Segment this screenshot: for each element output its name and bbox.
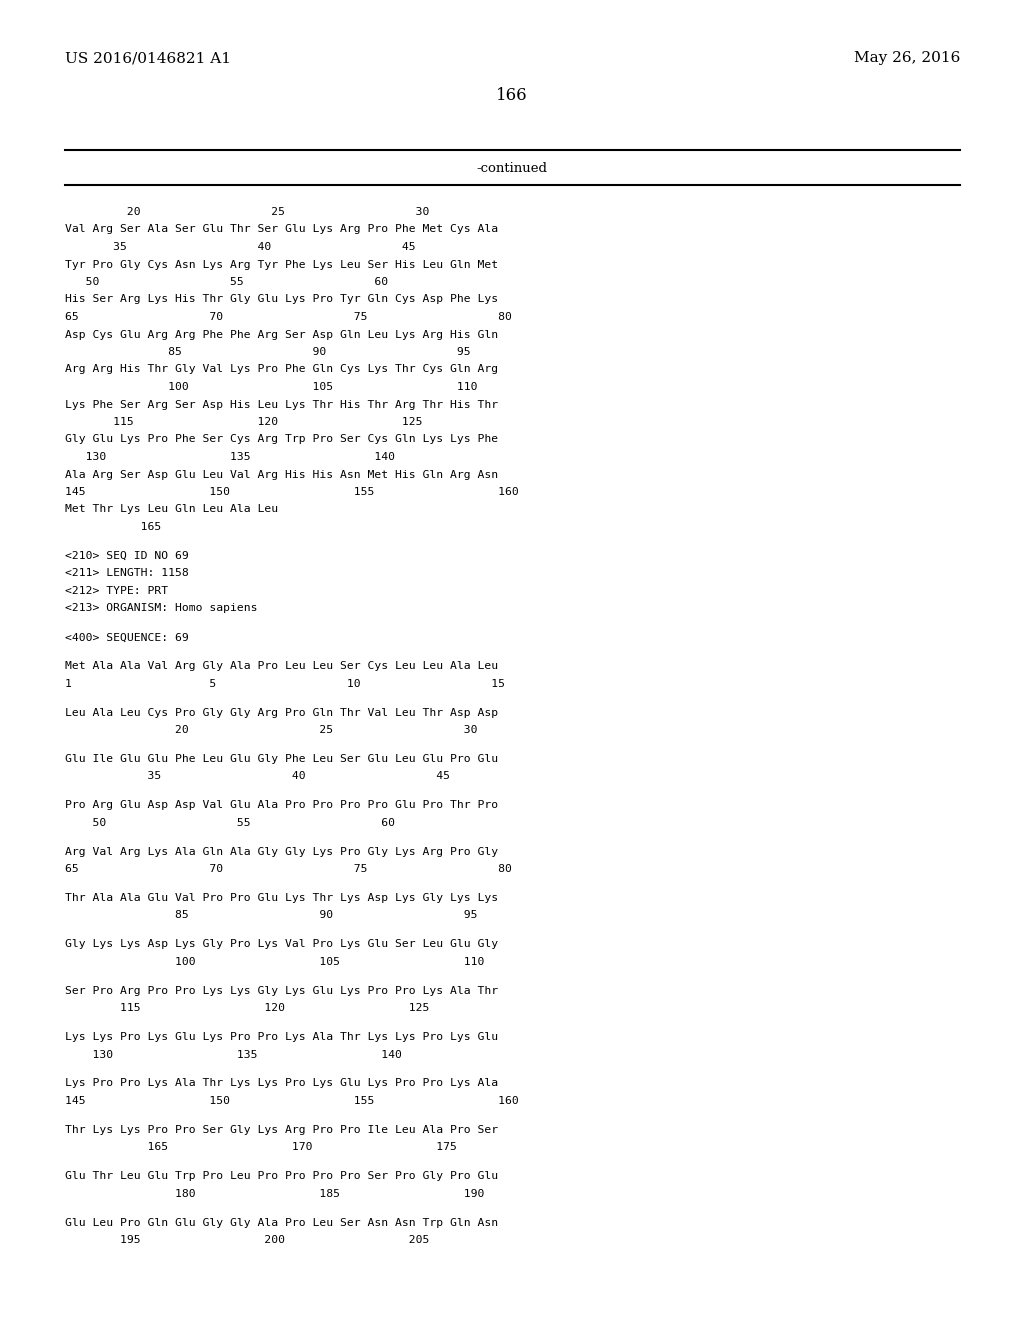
Text: 35                   40                   45: 35 40 45 — [65, 242, 416, 252]
Text: 166: 166 — [497, 87, 527, 103]
Text: 115                  120                  125: 115 120 125 — [65, 417, 423, 426]
Text: Glu Thr Leu Glu Trp Pro Leu Pro Pro Pro Pro Ser Pro Gly Pro Glu: Glu Thr Leu Glu Trp Pro Leu Pro Pro Pro … — [65, 1171, 498, 1181]
Text: Ala Arg Ser Asp Glu Leu Val Arg His His Asn Met His Gln Arg Asn: Ala Arg Ser Asp Glu Leu Val Arg His His … — [65, 470, 498, 479]
Text: 35                   40                   45: 35 40 45 — [65, 771, 450, 781]
Text: Ser Pro Arg Pro Pro Lys Lys Gly Lys Glu Lys Pro Pro Lys Ala Thr: Ser Pro Arg Pro Pro Lys Lys Gly Lys Glu … — [65, 986, 498, 995]
Text: Leu Ala Leu Cys Pro Gly Gly Arg Pro Gln Thr Val Leu Thr Asp Asp: Leu Ala Leu Cys Pro Gly Gly Arg Pro Gln … — [65, 708, 498, 718]
Text: Tyr Pro Gly Cys Asn Lys Arg Tyr Phe Lys Leu Ser His Leu Gln Met: Tyr Pro Gly Cys Asn Lys Arg Tyr Phe Lys … — [65, 260, 498, 269]
Text: Asp Cys Glu Arg Arg Phe Phe Arg Ser Asp Gln Leu Lys Arg His Gln: Asp Cys Glu Arg Arg Phe Phe Arg Ser Asp … — [65, 330, 498, 339]
Text: 130                  135                  140: 130 135 140 — [65, 1049, 401, 1060]
Text: 20                   25                   30: 20 25 30 — [65, 725, 477, 735]
Text: His Ser Arg Lys His Thr Gly Glu Lys Pro Tyr Gln Cys Asp Phe Lys: His Ser Arg Lys His Thr Gly Glu Lys Pro … — [65, 294, 498, 305]
Text: 145                  150                  155                  160: 145 150 155 160 — [65, 487, 519, 498]
Text: 85                   90                   95: 85 90 95 — [65, 347, 471, 356]
Text: Arg Val Arg Lys Ala Gln Ala Gly Gly Lys Pro Gly Lys Arg Pro Gly: Arg Val Arg Lys Ala Gln Ala Gly Gly Lys … — [65, 846, 498, 857]
Text: 100                  105                  110: 100 105 110 — [65, 381, 477, 392]
Text: 165                  170                  175: 165 170 175 — [65, 1142, 457, 1152]
Text: May 26, 2016: May 26, 2016 — [854, 51, 961, 65]
Text: 20                   25                   30: 20 25 30 — [65, 207, 429, 216]
Text: 65                   70                   75                   80: 65 70 75 80 — [65, 865, 512, 874]
Text: Glu Leu Pro Gln Glu Gly Gly Ala Pro Leu Ser Asn Asn Trp Gln Asn: Glu Leu Pro Gln Glu Gly Gly Ala Pro Leu … — [65, 1217, 498, 1228]
Text: 165: 165 — [65, 521, 161, 532]
Text: 130                  135                  140: 130 135 140 — [65, 451, 395, 462]
Text: Met Thr Lys Leu Gln Leu Ala Leu: Met Thr Lys Leu Gln Leu Ala Leu — [65, 504, 279, 515]
Text: Lys Lys Pro Lys Glu Lys Pro Pro Lys Ala Thr Lys Lys Pro Lys Glu: Lys Lys Pro Lys Glu Lys Pro Pro Lys Ala … — [65, 1032, 498, 1041]
Text: <211> LENGTH: 1158: <211> LENGTH: 1158 — [65, 569, 188, 578]
Text: 50                   55                   60: 50 55 60 — [65, 277, 388, 286]
Text: 115                  120                  125: 115 120 125 — [65, 1003, 429, 1014]
Text: 195                  200                  205: 195 200 205 — [65, 1236, 429, 1245]
Text: <400> SEQUENCE: 69: <400> SEQUENCE: 69 — [65, 632, 188, 643]
Text: 50                   55                   60: 50 55 60 — [65, 818, 395, 828]
Text: US 2016/0146821 A1: US 2016/0146821 A1 — [65, 51, 231, 65]
Text: Lys Pro Pro Lys Ala Thr Lys Lys Pro Lys Glu Lys Pro Pro Lys Ala: Lys Pro Pro Lys Ala Thr Lys Lys Pro Lys … — [65, 1078, 498, 1089]
Text: <213> ORGANISM: Homo sapiens: <213> ORGANISM: Homo sapiens — [65, 603, 257, 614]
Text: Val Arg Ser Ala Ser Glu Thr Ser Glu Lys Arg Pro Phe Met Cys Ala: Val Arg Ser Ala Ser Glu Thr Ser Glu Lys … — [65, 224, 498, 235]
Text: Arg Arg His Thr Gly Val Lys Pro Phe Gln Cys Lys Thr Cys Gln Arg: Arg Arg His Thr Gly Val Lys Pro Phe Gln … — [65, 364, 498, 375]
Text: Pro Arg Glu Asp Asp Val Glu Ala Pro Pro Pro Pro Glu Pro Thr Pro: Pro Arg Glu Asp Asp Val Glu Ala Pro Pro … — [65, 800, 498, 810]
Text: 145                  150                  155                  160: 145 150 155 160 — [65, 1096, 519, 1106]
Text: 100                  105                  110: 100 105 110 — [65, 957, 484, 966]
Text: Lys Phe Ser Arg Ser Asp His Leu Lys Thr His Thr Arg Thr His Thr: Lys Phe Ser Arg Ser Asp His Leu Lys Thr … — [65, 400, 498, 409]
Text: 65                   70                   75                   80: 65 70 75 80 — [65, 312, 512, 322]
Text: Met Ala Ala Val Arg Gly Ala Pro Leu Leu Ser Cys Leu Leu Ala Leu: Met Ala Ala Val Arg Gly Ala Pro Leu Leu … — [65, 661, 498, 671]
Text: Glu Ile Glu Glu Phe Leu Glu Gly Phe Leu Ser Glu Leu Glu Pro Glu: Glu Ile Glu Glu Phe Leu Glu Gly Phe Leu … — [65, 754, 498, 764]
Text: <212> TYPE: PRT: <212> TYPE: PRT — [65, 586, 168, 595]
Text: Gly Lys Lys Asp Lys Gly Pro Lys Val Pro Lys Glu Ser Leu Glu Gly: Gly Lys Lys Asp Lys Gly Pro Lys Val Pro … — [65, 940, 498, 949]
Text: 1                    5                   10                   15: 1 5 10 15 — [65, 678, 505, 689]
Text: Thr Lys Lys Pro Pro Ser Gly Lys Arg Pro Pro Ile Leu Ala Pro Ser: Thr Lys Lys Pro Pro Ser Gly Lys Arg Pro … — [65, 1125, 498, 1135]
Text: -continued: -continued — [476, 161, 548, 174]
Text: 180                  185                  190: 180 185 190 — [65, 1189, 484, 1199]
Text: 85                   90                   95: 85 90 95 — [65, 911, 477, 920]
Text: Thr Ala Ala Glu Val Pro Pro Glu Lys Thr Lys Asp Lys Gly Lys Lys: Thr Ala Ala Glu Val Pro Pro Glu Lys Thr … — [65, 894, 498, 903]
Text: <210> SEQ ID NO 69: <210> SEQ ID NO 69 — [65, 550, 188, 561]
Text: Gly Glu Lys Pro Phe Ser Cys Arg Trp Pro Ser Cys Gln Lys Lys Phe: Gly Glu Lys Pro Phe Ser Cys Arg Trp Pro … — [65, 434, 498, 445]
